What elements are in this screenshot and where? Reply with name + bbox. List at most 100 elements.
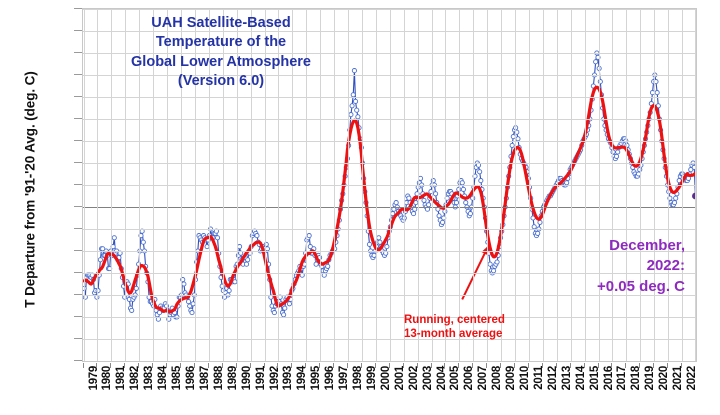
- x-tick-mark: [569, 363, 571, 368]
- x-tick-label: 2016: [602, 366, 615, 391]
- y-tick-mark: [74, 228, 82, 229]
- y-tick-mark: [74, 162, 82, 163]
- grid-line-vertical: [417, 9, 419, 361]
- x-tick-mark: [402, 363, 404, 368]
- x-tick-mark: [500, 363, 502, 368]
- x-tick-label: 2008: [491, 366, 504, 391]
- data-point: [494, 259, 500, 265]
- data-point: [509, 142, 515, 148]
- data-point: [688, 167, 694, 173]
- grid-line-horizontal: [83, 119, 696, 120]
- grid-line-vertical: [194, 9, 196, 361]
- x-tick-label: 1990: [240, 366, 253, 391]
- grid-line-vertical: [668, 9, 670, 361]
- x-tick-label: 2009: [505, 366, 518, 391]
- grid-line-vertical: [654, 9, 656, 361]
- x-tick-label: 1995: [310, 366, 323, 391]
- x-tick-label: 1983: [143, 366, 156, 391]
- y-tick-mark: [74, 250, 82, 251]
- grid-line-vertical: [501, 9, 503, 361]
- grid-line-vertical: [250, 9, 252, 361]
- x-tick-mark: [472, 363, 474, 368]
- grid-line-vertical: [111, 9, 113, 361]
- x-tick-mark: [319, 363, 321, 368]
- x-tick-label: 2017: [616, 366, 629, 391]
- data-point: [355, 114, 361, 120]
- data-point: [411, 211, 417, 217]
- data-point: [613, 153, 620, 159]
- y-tick-mark: [74, 272, 82, 273]
- x-tick-label: 1994: [296, 366, 309, 391]
- x-tick-label: 1992: [268, 366, 281, 391]
- x-tick-mark: [124, 363, 126, 368]
- x-tick-mark: [152, 363, 154, 368]
- grid-line-vertical: [445, 9, 447, 361]
- grid-line-vertical: [542, 9, 544, 361]
- grid-line-horizontal: [83, 141, 696, 142]
- x-tick-mark: [305, 363, 307, 368]
- x-tick-mark: [110, 363, 112, 368]
- grid-line-vertical: [361, 9, 363, 361]
- x-tick-label: 1984: [157, 366, 170, 391]
- x-tick-mark: [541, 363, 543, 368]
- data-point: [406, 195, 412, 201]
- x-tick-mark: [555, 363, 557, 368]
- data-point: [174, 314, 180, 320]
- grid-line-vertical: [528, 9, 530, 361]
- grid-line-vertical: [473, 9, 475, 361]
- data-point: [286, 301, 292, 307]
- data-point: [187, 303, 193, 309]
- grid-line-vertical: [320, 9, 322, 361]
- grid-line-vertical: [695, 9, 696, 361]
- data-point: [491, 268, 497, 274]
- x-tick-mark: [388, 363, 390, 368]
- data-point: [225, 292, 231, 298]
- x-tick-mark: [333, 363, 335, 368]
- data-point: [673, 195, 679, 201]
- data-point: [463, 200, 469, 206]
- grid-line-vertical: [292, 9, 294, 361]
- x-tick-label: 2001: [393, 366, 406, 391]
- data-point: [564, 180, 570, 186]
- grid-line-vertical: [236, 9, 238, 361]
- x-tick-label: 2013: [560, 366, 573, 391]
- x-tick-mark: [458, 363, 460, 368]
- x-tick-mark: [82, 363, 84, 368]
- grid-line-vertical: [180, 9, 182, 361]
- data-point: [189, 310, 195, 316]
- data-point: [140, 239, 146, 245]
- chart-title-line-4: (Version 6.0): [177, 72, 265, 89]
- y-axis-title: T Departure from '91-'20 Avg. (deg. C): [22, 71, 38, 308]
- data-point: [353, 98, 359, 104]
- x-tick-mark: [681, 363, 683, 368]
- data-point: [366, 241, 373, 247]
- grid-line-vertical: [306, 9, 308, 361]
- grid-line-horizontal: [83, 317, 696, 318]
- x-tick-mark: [277, 363, 279, 368]
- latest-value-annotation: December, 2022: +0.05 deg. C: [525, 236, 685, 297]
- x-tick-mark: [611, 363, 613, 368]
- x-tick-mark: [430, 363, 432, 368]
- x-tick-label: 2005: [449, 366, 462, 391]
- x-tick-mark: [374, 363, 376, 368]
- y-tick-mark: [74, 184, 82, 185]
- data-point: [114, 248, 120, 254]
- x-tick-label: 1999: [365, 366, 378, 391]
- grid-line-vertical: [348, 9, 350, 361]
- x-tick-label: 2012: [546, 366, 559, 391]
- x-tick-mark: [527, 363, 529, 368]
- x-tick-label: 1979: [87, 366, 100, 391]
- grid-line-vertical: [208, 9, 210, 361]
- data-point: [421, 197, 427, 203]
- grid-line-vertical: [682, 9, 684, 361]
- data-point: [615, 149, 621, 155]
- grid-line-horizontal: [83, 9, 696, 10]
- grid-line-vertical: [153, 9, 155, 361]
- grid-line-horizontal: [83, 207, 696, 209]
- data-point: [282, 305, 288, 311]
- x-tick-label: 1980: [101, 366, 114, 391]
- data-point: [245, 257, 251, 263]
- grid-lines: [83, 9, 696, 361]
- x-tick-mark: [444, 363, 446, 368]
- data-point: [129, 307, 135, 313]
